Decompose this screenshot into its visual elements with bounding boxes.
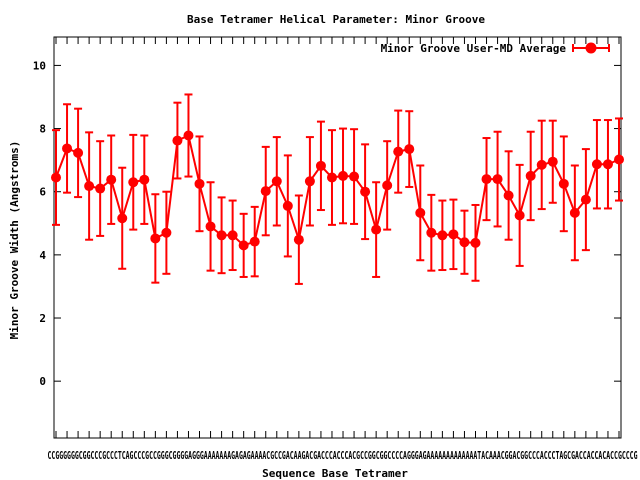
data-points — [51, 130, 624, 251]
data-point — [404, 144, 415, 155]
y-tick-label: 4 — [39, 249, 46, 262]
chart-title: Base Tetramer Helical Parameter: Minor G… — [187, 13, 485, 26]
data-point — [591, 159, 602, 170]
data-point — [349, 171, 360, 182]
data-point — [117, 213, 128, 224]
data-point — [260, 186, 271, 197]
data-point — [293, 234, 304, 245]
data-point — [95, 183, 106, 194]
data-point — [194, 178, 205, 189]
y-tick-label: 2 — [39, 312, 46, 325]
data-point — [216, 230, 227, 241]
data-point — [459, 237, 470, 248]
data-point — [393, 146, 404, 157]
data-point — [602, 159, 613, 170]
data-point — [514, 210, 525, 221]
data-point — [338, 170, 349, 181]
data-point — [547, 156, 558, 167]
axes — [53, 36, 622, 439]
data-point — [51, 172, 61, 183]
data-point — [183, 130, 194, 141]
data-point — [205, 221, 216, 232]
data-point — [62, 143, 73, 154]
data-point — [558, 178, 569, 189]
data-point — [360, 186, 371, 197]
y-tick-label: 0 — [39, 375, 46, 388]
data-point — [492, 174, 503, 185]
axis-ticks: 0 2 4 6 8 10 CCGGGGGGCGGCCCGCCCTCAGCCCGCCGGGCG… — [33, 37, 638, 462]
data-point — [448, 229, 459, 240]
y-axis-label: Minor Groove Width (Angstroms) — [8, 141, 21, 340]
data-point — [84, 181, 95, 192]
data-point — [614, 154, 624, 165]
data-point — [227, 230, 238, 241]
data-point — [238, 240, 249, 251]
data-point — [106, 174, 117, 185]
plot-frame — [53, 36, 622, 439]
data-point — [326, 172, 337, 183]
data-point — [315, 160, 326, 171]
data-point — [371, 224, 382, 235]
data-point — [382, 180, 393, 191]
data-point — [282, 200, 293, 211]
y-tick-label: 6 — [39, 186, 46, 199]
data-point — [150, 233, 161, 244]
data-point — [415, 207, 426, 218]
data-point — [580, 194, 591, 205]
data-point — [73, 147, 84, 158]
data-point — [426, 227, 437, 238]
data-point — [481, 174, 492, 185]
data-point — [172, 135, 183, 146]
legend-marker — [585, 42, 597, 54]
y-tick-label: 10 — [33, 59, 46, 72]
data-point — [525, 170, 536, 181]
data-point — [139, 174, 150, 185]
y-tick-label: 8 — [39, 123, 46, 136]
x-tick-labels: CCGGGGGGCGGCCCGCCCTCAGCCCGCCGGGCGGGGAGGG… — [48, 449, 638, 462]
data-point — [271, 176, 282, 187]
data-point — [470, 237, 481, 248]
data-point — [536, 159, 547, 170]
data-point — [304, 176, 315, 187]
series-line — [55, 134, 620, 247]
x-axis-label: Sequence Base Tetramer — [262, 467, 408, 480]
data-point — [128, 177, 139, 188]
data-point — [437, 230, 448, 241]
legend-label: Minor Groove User-MD Average — [381, 42, 567, 55]
data-point — [569, 207, 580, 218]
data-point — [249, 236, 260, 247]
data-point — [161, 227, 172, 238]
legend: Minor Groove User-MD Average — [381, 42, 610, 55]
data-point — [503, 190, 514, 201]
series-lines — [55, 134, 620, 247]
